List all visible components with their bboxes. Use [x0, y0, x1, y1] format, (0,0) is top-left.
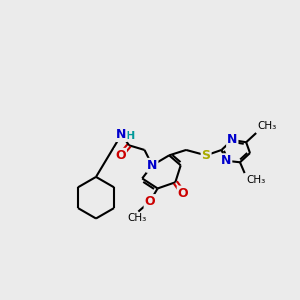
Text: H: H	[126, 131, 135, 141]
Text: N: N	[221, 154, 231, 167]
Text: S: S	[202, 149, 211, 162]
Text: O: O	[115, 149, 126, 162]
Text: O: O	[145, 195, 155, 208]
Text: CH₃: CH₃	[258, 122, 277, 131]
Text: N: N	[147, 159, 158, 172]
Text: N: N	[116, 128, 127, 141]
Text: CH₃: CH₃	[246, 176, 266, 185]
Text: CH₃: CH₃	[127, 213, 146, 223]
Text: N: N	[227, 134, 238, 146]
Text: O: O	[178, 187, 188, 200]
